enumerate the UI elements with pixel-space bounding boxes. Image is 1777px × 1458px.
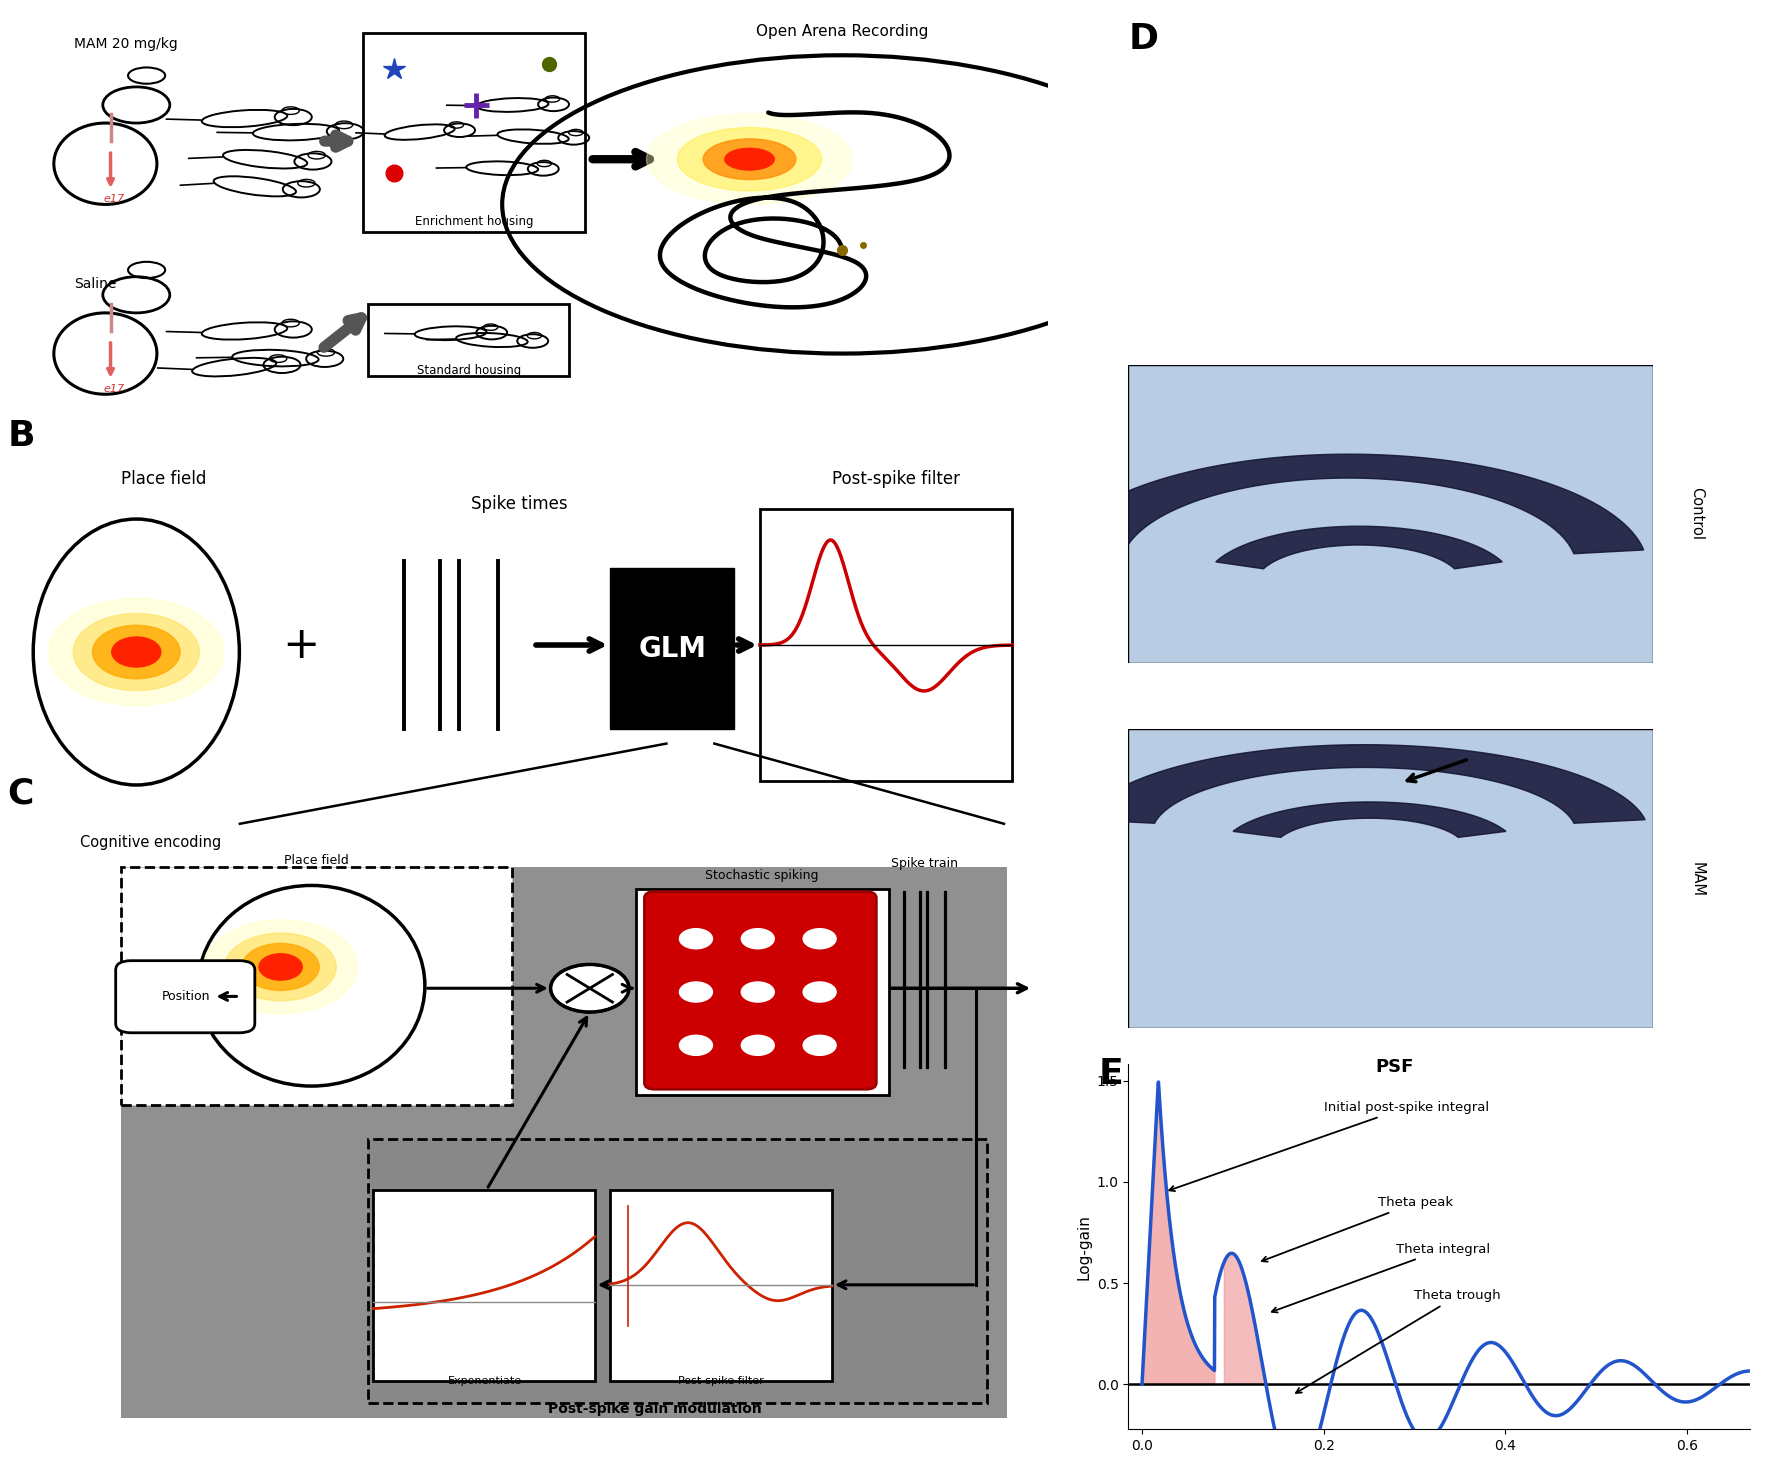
Text: e17: e17 (103, 383, 124, 394)
Text: D: D (1128, 22, 1159, 55)
Ellipse shape (73, 614, 199, 691)
Circle shape (679, 1035, 713, 1056)
Circle shape (803, 929, 837, 949)
Text: Standard housing: Standard housing (418, 364, 521, 378)
Circle shape (725, 149, 775, 171)
Text: A: A (7, 0, 36, 6)
FancyBboxPatch shape (636, 888, 888, 1095)
Text: +: + (283, 624, 320, 666)
Text: E: E (1098, 1057, 1123, 1091)
Circle shape (741, 929, 775, 949)
Circle shape (551, 964, 629, 1012)
Text: Post-spike filter: Post-spike filter (677, 1376, 764, 1387)
Ellipse shape (226, 933, 336, 1000)
Text: Post-spike gain modulation: Post-spike gain modulation (547, 1403, 762, 1416)
FancyBboxPatch shape (121, 866, 512, 1105)
Text: e17: e17 (103, 194, 124, 204)
Circle shape (803, 1035, 837, 1056)
Text: Position: Position (162, 990, 210, 1003)
Text: B: B (7, 418, 36, 452)
FancyBboxPatch shape (368, 303, 569, 376)
Ellipse shape (259, 954, 302, 980)
Ellipse shape (48, 598, 224, 706)
Text: MAM 20 mg/kg: MAM 20 mg/kg (75, 38, 178, 51)
Circle shape (741, 1035, 775, 1056)
Text: MAM: MAM (1690, 862, 1704, 897)
Text: Theta trough: Theta trough (1295, 1289, 1502, 1392)
Text: Post-spike filter: Post-spike filter (832, 469, 960, 488)
Circle shape (704, 139, 796, 179)
Text: Exponentiate: Exponentiate (448, 1376, 522, 1387)
Circle shape (679, 983, 713, 1002)
FancyBboxPatch shape (373, 1190, 595, 1381)
Text: Control: Control (1690, 487, 1704, 539)
Text: Spike train: Spike train (892, 857, 958, 869)
Text: Spike times: Spike times (471, 494, 569, 513)
FancyBboxPatch shape (363, 32, 585, 232)
Circle shape (679, 929, 713, 949)
Ellipse shape (203, 920, 357, 1013)
Polygon shape (1215, 526, 1502, 569)
Ellipse shape (112, 637, 162, 666)
Y-axis label: Log-gain: Log-gain (1077, 1213, 1091, 1280)
Text: Place field: Place field (284, 854, 348, 868)
FancyBboxPatch shape (116, 961, 254, 1032)
Circle shape (677, 127, 821, 191)
FancyBboxPatch shape (645, 892, 876, 1089)
FancyBboxPatch shape (1128, 364, 1653, 663)
Text: Theta integral: Theta integral (1272, 1242, 1491, 1312)
Text: Cognitive encoding: Cognitive encoding (80, 835, 220, 850)
Text: Place field: Place field (121, 469, 206, 488)
Text: GLM: GLM (638, 634, 705, 662)
Circle shape (741, 983, 775, 1002)
FancyBboxPatch shape (611, 1190, 832, 1381)
Ellipse shape (242, 943, 320, 990)
Text: Open Arena Recording: Open Arena Recording (755, 23, 929, 38)
FancyBboxPatch shape (1128, 729, 1653, 1028)
Text: Theta peak: Theta peak (1262, 1196, 1454, 1261)
FancyBboxPatch shape (761, 509, 1013, 781)
FancyBboxPatch shape (368, 1139, 986, 1403)
Polygon shape (1054, 455, 1644, 554)
Text: Initial post-spike integral: Initial post-spike integral (1169, 1101, 1489, 1191)
Text: Enrichment housing: Enrichment housing (416, 214, 533, 227)
Polygon shape (1084, 745, 1646, 824)
Text: C: C (7, 776, 34, 811)
Polygon shape (1233, 802, 1505, 837)
Circle shape (647, 114, 853, 204)
Text: PSF: PSF (1375, 1057, 1414, 1076)
Text: Saline: Saline (75, 277, 117, 290)
Ellipse shape (197, 885, 425, 1086)
FancyBboxPatch shape (611, 569, 734, 729)
Circle shape (803, 983, 837, 1002)
FancyBboxPatch shape (121, 866, 1008, 1419)
Text: Stochastic spiking: Stochastic spiking (705, 869, 819, 882)
Ellipse shape (92, 625, 179, 679)
Ellipse shape (34, 519, 240, 784)
